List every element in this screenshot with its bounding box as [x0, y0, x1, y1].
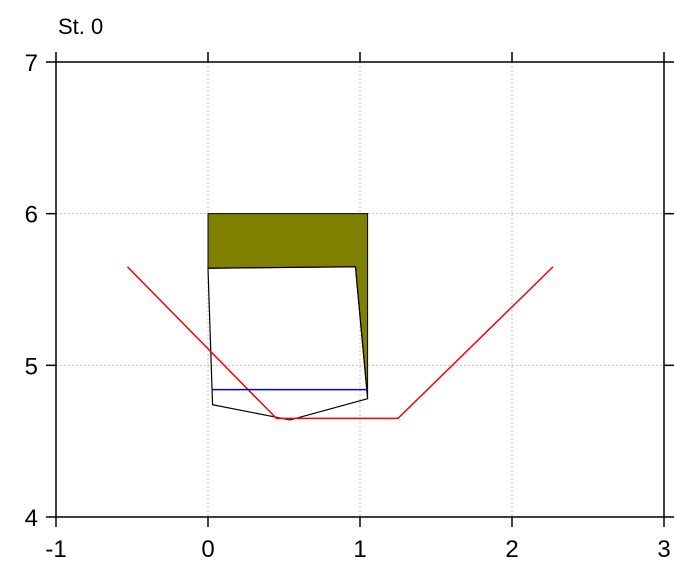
y-tick-label: 7 [25, 50, 38, 77]
series-line-0 [127, 267, 553, 419]
x-tick-label: -1 [45, 536, 66, 563]
x-tick-label: 2 [505, 536, 518, 563]
ticks: -1 0 1 2 3 4 5 6 7 [25, 50, 674, 563]
y-tick-label: 5 [25, 353, 38, 380]
y-tick-label: 6 [25, 202, 38, 229]
x-tick-label: 0 [201, 536, 214, 563]
x-tick-label: 3 [657, 536, 670, 563]
filled-region [208, 214, 368, 399]
section-outline [208, 267, 368, 420]
x-tick-label: 1 [353, 536, 366, 563]
y-tick-label: 4 [25, 505, 38, 532]
series [127, 267, 553, 419]
chart-title: St. 0 [58, 14, 103, 39]
